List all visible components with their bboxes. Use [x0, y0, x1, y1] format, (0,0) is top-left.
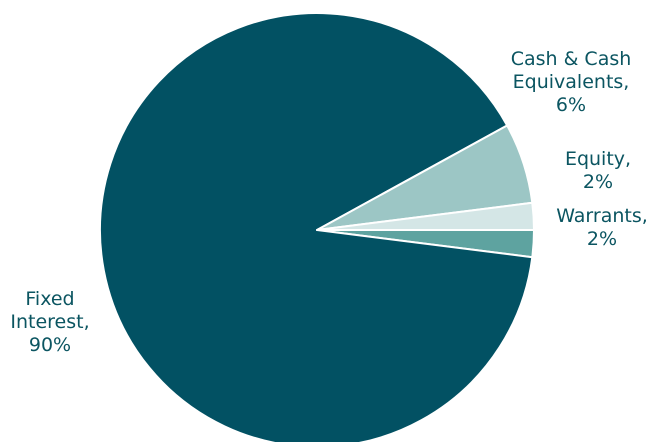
label-equity: Equity, 2%: [564, 148, 632, 193]
pie-slice-equity: [316, 201, 535, 231]
label-cash: Cash & Cash Equivalents, 6%: [510, 48, 632, 116]
pie-slice-fixed-interest: [99, 12, 534, 442]
label-fixed-interest: Fixed Interest, 90%: [10, 288, 90, 356]
label-warrants: Warrants, 2%: [556, 205, 648, 250]
